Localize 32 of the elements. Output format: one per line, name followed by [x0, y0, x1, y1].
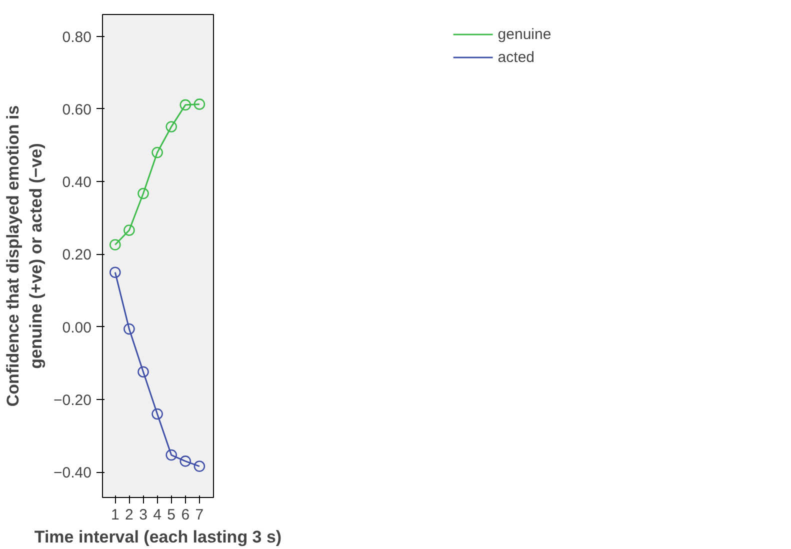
x-axis-title: Time interval (each lasting 3 s) — [34, 528, 282, 546]
point — [180, 99, 192, 111]
y-tick-label: 0.80 — [62, 28, 92, 46]
point — [152, 408, 163, 420]
y-tick-label: 0.20 — [62, 246, 92, 264]
point — [166, 449, 177, 461]
point — [152, 146, 163, 158]
y-tick-label: 0.60 — [62, 101, 92, 118]
point — [109, 266, 121, 278]
x-tick-label: 3 — [139, 506, 148, 524]
point — [124, 323, 135, 335]
x-tick-label: 6 — [181, 506, 190, 524]
point — [180, 456, 192, 467]
legend-label: genuine — [498, 26, 552, 42]
x-tick-label: 4 — [153, 506, 162, 524]
y-axis-title: Confidence that displayed emotion is genuine (+ve) or acted (−ve) — [4, 105, 46, 407]
point — [194, 98, 206, 110]
y-tick-label: −0.20 — [54, 392, 92, 409]
point — [194, 460, 206, 472]
x-tick-label: 2 — [125, 506, 134, 524]
point — [138, 366, 149, 378]
point — [138, 188, 149, 200]
y-tick-label: 0.00 — [62, 319, 92, 336]
x-tick-label: 1 — [110, 506, 120, 524]
point — [166, 121, 177, 132]
y-tick-label: −0.40 — [54, 464, 92, 482]
x-tick-label: 7 — [195, 506, 204, 524]
x-tick-label: 5 — [167, 506, 176, 524]
legend-label: acted — [498, 48, 535, 66]
point — [109, 239, 121, 250]
y-tick-label: 0.40 — [62, 174, 92, 192]
point — [124, 224, 135, 236]
